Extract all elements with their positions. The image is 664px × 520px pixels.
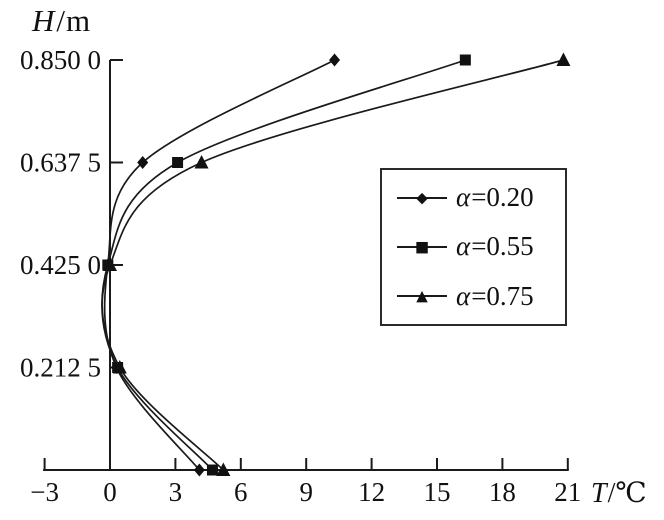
x-axis-label: T/℃	[591, 476, 647, 510]
diamond-marker-icon	[329, 53, 341, 67]
diamond-marker-icon: ◆	[416, 188, 428, 207]
diamond-marker-icon	[193, 463, 205, 477]
y-axis-label: H/m	[32, 3, 91, 39]
x-tick-label: −3	[30, 477, 59, 507]
y-tick-label: 0.637 5	[20, 148, 101, 178]
triangle-marker-icon	[216, 462, 231, 476]
triangle-marker-icon	[103, 257, 117, 271]
x-tick-label: 9	[299, 477, 313, 507]
legend-entry: ◆ α=0.20	[397, 182, 561, 213]
x-tick-label: 6	[234, 477, 248, 507]
triangle-marker-icon	[556, 52, 571, 66]
x-tick-label: 18	[489, 477, 516, 507]
y-tick-label: 0.212 5	[20, 353, 101, 383]
legend-line: ▲	[397, 288, 447, 303]
y-tick-label: 0.425 0	[20, 250, 101, 280]
square-marker-icon	[459, 54, 471, 66]
y-axis-label-variable: H	[32, 3, 56, 38]
square-marker-icon: ■	[414, 237, 430, 256]
legend-line: ◆	[397, 190, 447, 205]
series-curve-2	[101, 59, 466, 471]
triangle-marker-icon: ▲	[416, 286, 428, 305]
square-marker-icon	[206, 464, 218, 476]
legend: ◆ α=0.20 ■ α=0.55 ▲ α=0.75	[380, 168, 567, 326]
x-tick-label: 3	[169, 477, 183, 507]
x-tick-label: 21	[554, 477, 581, 507]
series-curve-3	[101, 59, 564, 471]
x-tick-label: 12	[358, 477, 385, 507]
legend-label: α=0.55	[456, 231, 534, 262]
series-curve-1	[103, 59, 335, 471]
x-tick-label: 0	[103, 477, 117, 507]
legend-line: ■	[397, 239, 447, 254]
triangle-marker-icon	[112, 360, 127, 374]
y-axis-label-unit: /m	[56, 3, 92, 38]
x-axis-label-unit: /℃	[607, 478, 647, 509]
diamond-marker-icon	[137, 156, 149, 169]
x-tick-label: 15	[424, 477, 451, 507]
legend-entry: ▲ α=0.75	[397, 281, 561, 312]
legend-label: α=0.20	[456, 182, 534, 213]
x-axis-label-variable: T	[591, 478, 607, 509]
triangle-marker-icon	[194, 155, 209, 169]
legend-entry: ■ α=0.55	[397, 231, 561, 262]
y-tick-label: 0.850 0	[20, 45, 101, 75]
legend-label: α=0.75	[456, 280, 534, 311]
square-marker-icon	[172, 157, 184, 168]
